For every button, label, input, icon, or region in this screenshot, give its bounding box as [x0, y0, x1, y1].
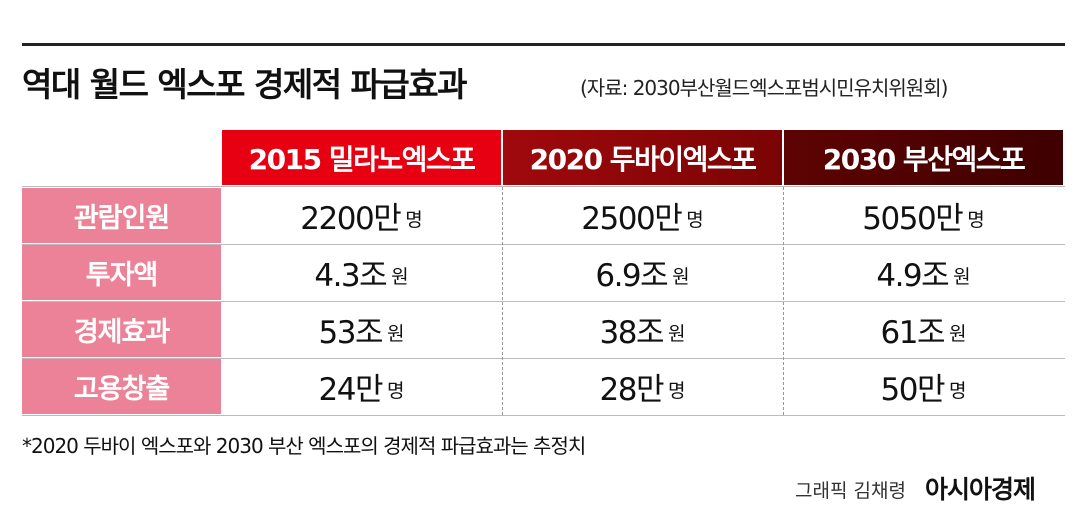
footnote: *2020 두바이 엑스포와 2030 부산 엑스포의 경제적 파급효과는 추정…: [22, 434, 586, 458]
cell: 28만 명: [503, 359, 782, 414]
cell: 6.9조 원: [503, 245, 782, 300]
cell: 5050만 명: [784, 188, 1063, 243]
cell-amount: 5050만: [862, 201, 963, 237]
column-divider: [783, 187, 784, 415]
cell-amount: 53조: [318, 315, 384, 351]
cell: 4.9조 원: [784, 245, 1063, 300]
cell-amount: 4.3조: [314, 258, 387, 294]
row-rule: [22, 186, 1065, 187]
credit: 그래픽 김채령: [795, 480, 906, 502]
cell-unit: 원: [953, 266, 971, 288]
column-divider: [502, 187, 503, 415]
cell: 4.3조 원: [222, 245, 501, 300]
cell: 2200만 명: [222, 188, 501, 243]
cell-unit: 명: [405, 209, 423, 231]
cell: 38조 원: [503, 302, 782, 357]
cell-amount: 38조: [599, 315, 665, 351]
row-label: 관람인원: [22, 188, 221, 243]
cell-unit: 원: [672, 266, 690, 288]
cell: 50만 명: [784, 359, 1063, 414]
source: (자료: 2030부산월드엑스포범시민유치위원회): [580, 76, 948, 100]
row-label: 투자액: [22, 245, 221, 300]
row-rule: [22, 415, 1065, 416]
cell: 24만 명: [222, 359, 501, 414]
column-header: 2015 밀라노엑스포: [222, 130, 501, 185]
title: 역대 월드 엑스포 경제적 파급효과: [22, 65, 468, 104]
top-rule: [22, 43, 1065, 46]
cell-unit: 원: [391, 266, 409, 288]
cell-unit: 명: [967, 209, 985, 231]
cell-amount: 2200만: [300, 201, 401, 237]
cell-unit: 명: [386, 380, 405, 402]
cell-amount: 50만: [880, 372, 946, 408]
cell: 53조 원: [222, 302, 501, 357]
cell-unit: 명: [686, 209, 704, 231]
cell-unit: 원: [667, 323, 686, 345]
cell-amount: 4.9조: [876, 258, 949, 294]
cell-unit: 원: [386, 323, 405, 345]
row-rule: [22, 301, 1065, 302]
row-label: 고용창출: [22, 359, 221, 414]
cell-amount: 61조: [880, 315, 946, 351]
row-rule: [22, 244, 1065, 245]
cell: 61조 원: [784, 302, 1063, 357]
column-header: 2020 두바이엑스포: [503, 130, 782, 185]
cell-unit: 명: [667, 380, 686, 402]
logo: 아시아경제: [925, 475, 1036, 504]
cell-amount: 24만: [318, 372, 384, 408]
row-label: 경제효과: [22, 302, 221, 357]
cell-unit: 원: [948, 323, 967, 345]
row-rule: [22, 358, 1065, 359]
cell-amount: 28만: [599, 372, 665, 408]
column-header: 2030 부산엑스포: [784, 130, 1063, 185]
cell-amount: 6.9조: [595, 258, 668, 294]
cell-unit: 명: [948, 380, 967, 402]
cell: 2500만 명: [503, 188, 782, 243]
cell-amount: 2500만: [581, 201, 682, 237]
